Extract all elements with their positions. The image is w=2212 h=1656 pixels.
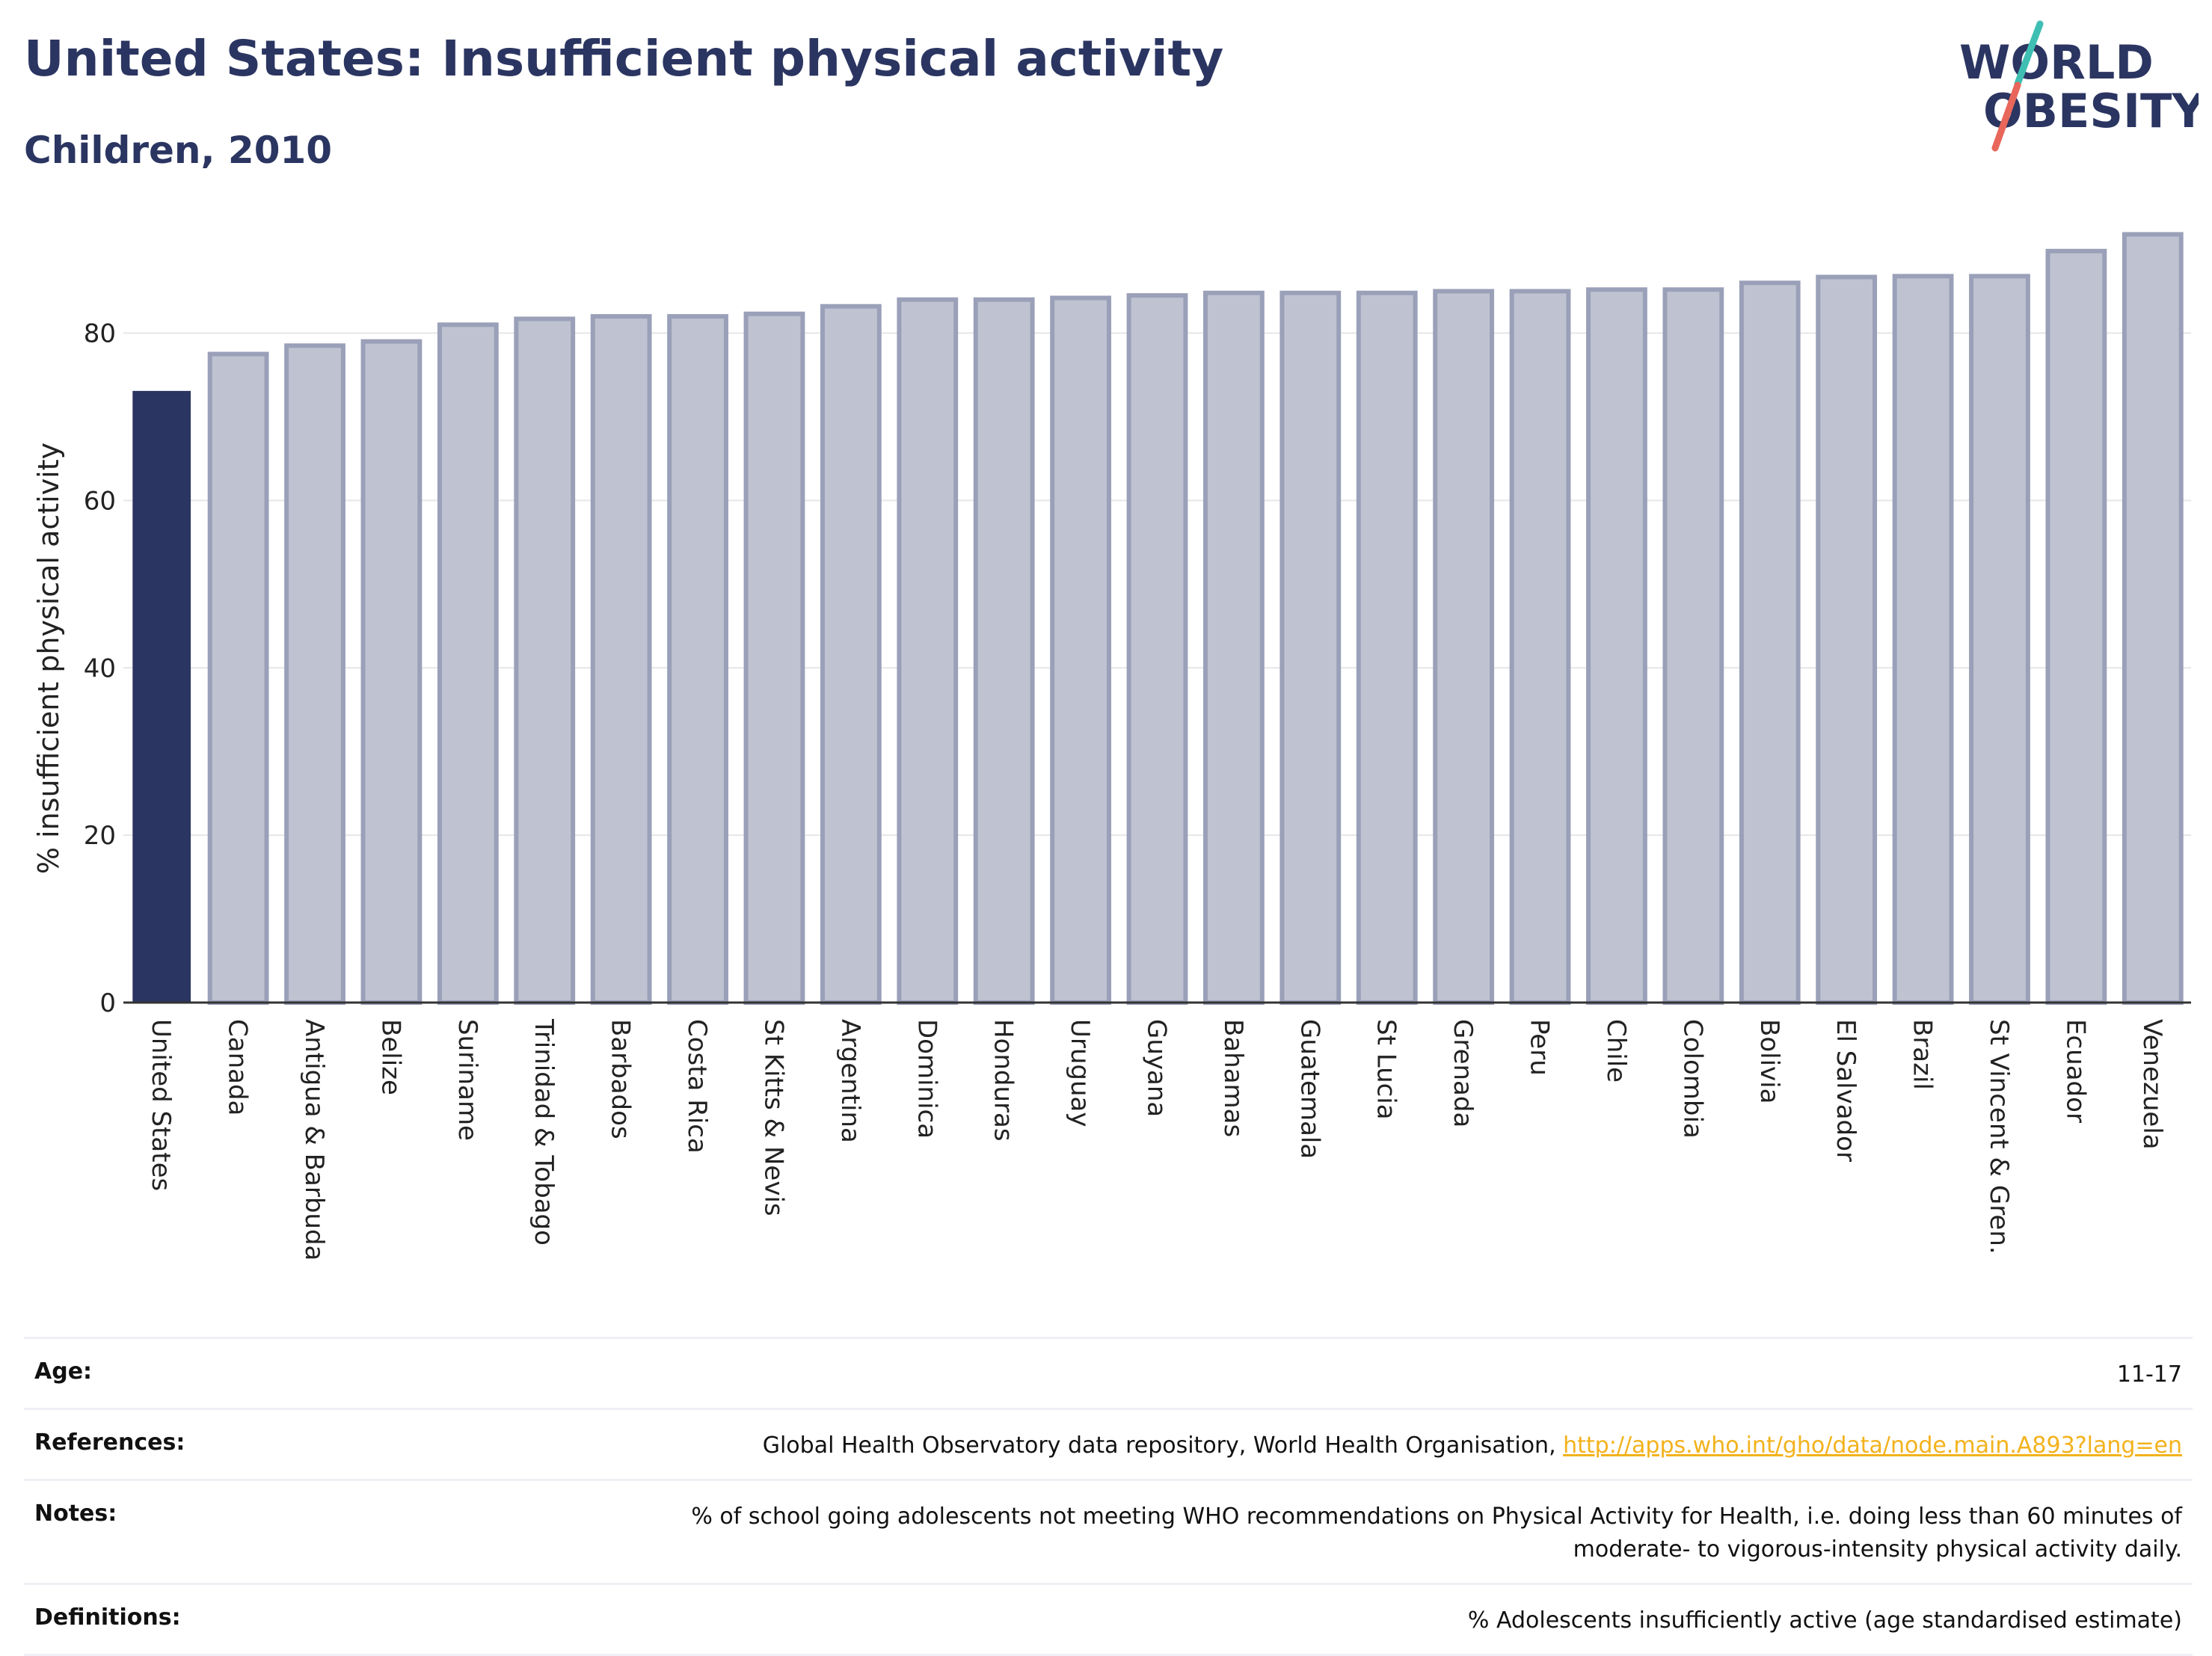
info-row-age: Age: 11-17	[24, 1337, 2193, 1408]
info-row-notes: Notes: % of school going adolescents not…	[24, 1479, 2193, 1583]
logo-slash-bottom	[1991, 81, 2021, 152]
info-value-notes: % of school going adolescents not meetin…	[691, 1500, 2182, 1566]
y-tick-label: 0	[99, 988, 116, 1018]
y-tick-label: 40	[84, 653, 116, 683]
info-row-definitions: Definitions: % Adolescents insufficientl…	[24, 1583, 2193, 1656]
info-label-notes: Notes:	[34, 1500, 117, 1527]
bar	[284, 343, 345, 1005]
x-tick-label: Peru	[1525, 1019, 1555, 1076]
x-tick-label: Canada	[223, 1019, 253, 1115]
x-tick-label: Grenada	[1448, 1019, 1478, 1127]
bar	[1279, 290, 1342, 1005]
bar	[437, 322, 499, 1005]
x-tick-label: Costa Rica	[682, 1019, 712, 1154]
bar	[590, 314, 652, 1005]
x-tick-label: Honduras	[989, 1019, 1019, 1142]
x-tick-label: Brazil	[1908, 1019, 1938, 1090]
bar	[897, 297, 959, 1005]
bar	[1892, 274, 1954, 1005]
info-value-references: Global Health Observatory data repositor…	[763, 1429, 2182, 1462]
x-tick-label: Suriname	[452, 1019, 482, 1141]
x-tick-label: Belize	[375, 1019, 405, 1095]
x-tick-label: Argentina	[835, 1019, 865, 1143]
logo-slash-top	[2014, 20, 2044, 87]
bar	[973, 297, 1035, 1005]
bar	[1433, 289, 1495, 1005]
x-tick-label: Ecuador	[2060, 1019, 2090, 1123]
notes-line-1: % of school going adolescents not meetin…	[691, 1503, 2182, 1530]
x-tick-label: Uruguay	[1065, 1019, 1095, 1127]
logo-line-2: OBESITY	[1983, 84, 2199, 138]
x-tick-label: Trinidad & Tobago	[529, 1018, 559, 1246]
info-label-definitions: Definitions:	[34, 1604, 181, 1631]
x-tick-label: El Salvador	[1831, 1019, 1861, 1162]
x-tick-label: St Kitts & Nevis	[758, 1019, 788, 1216]
bar	[1969, 274, 2030, 1005]
y-tick-label: 80	[84, 319, 116, 349]
logo-line-1: WORLD	[1959, 35, 2154, 90]
x-tick-label: Bolivia	[1754, 1019, 1784, 1104]
bar	[1050, 295, 1111, 1005]
x-tick-label: Dominica	[912, 1019, 941, 1139]
bar	[743, 311, 805, 1005]
x-tick-label: St Vincent & Gren.	[1984, 1019, 2014, 1255]
x-tick-label: Venezuela	[2137, 1019, 2167, 1150]
x-tick-label: Colombia	[1677, 1019, 1707, 1139]
bar	[667, 314, 728, 1005]
chart-title: United States: Insufficient physical act…	[24, 30, 1224, 87]
bar	[1739, 280, 1801, 1005]
bar	[132, 390, 191, 1003]
world-obesity-logo: WORLD OBESITY	[1959, 20, 2199, 152]
bar	[1586, 287, 1647, 1005]
info-label-age: Age:	[34, 1358, 93, 1385]
x-tick-label: Guatemala	[1294, 1019, 1324, 1159]
info-table: Age: 11-17 References: Global Health Obs…	[24, 1337, 2193, 1656]
bar	[1816, 274, 1878, 1005]
bar-chart: 0 20 40 60 80 % insufficient physical activit…	[32, 232, 2191, 1261]
references-link[interactable]: http://apps.who.int/gho/data/node.main.A…	[1563, 1432, 2182, 1459]
bar	[360, 339, 423, 1006]
bar	[1126, 293, 1188, 1006]
y-tick-label: 20	[84, 821, 116, 851]
x-tick-label: Bahamas	[1218, 1019, 1248, 1137]
info-value-age: 11-17	[2116, 1361, 2182, 1388]
bar	[1509, 289, 1571, 1005]
x-tick-label: Barbados	[606, 1019, 636, 1139]
references-text: Global Health Observatory data repositor…	[762, 1432, 1564, 1459]
bar	[1662, 287, 1724, 1005]
bar	[207, 351, 269, 1005]
info-value-definitions: % Adolescents insufficiently active (age…	[1467, 1607, 2182, 1634]
bar	[1203, 290, 1265, 1005]
bar	[2122, 232, 2184, 1005]
x-tick-label: St Lucia	[1371, 1019, 1401, 1120]
y-tick-label: 60	[84, 486, 116, 516]
chart-subtitle: Children, 2010	[24, 129, 333, 172]
bar	[514, 316, 576, 1005]
bar	[2045, 248, 2107, 1006]
x-tick-label: Chile	[1601, 1019, 1631, 1083]
x-tick-label: Guyana	[1142, 1019, 1172, 1117]
x-tick-label: United States	[146, 1019, 176, 1191]
y-axis-title: % insufficient physical activity	[32, 443, 65, 874]
notes-line-2: moderate- to vigorous-intensity physical…	[1573, 1536, 2182, 1563]
bar	[820, 304, 882, 1005]
info-row-references: References: Global Health Observatory da…	[24, 1408, 2193, 1479]
x-tick-label: Antigua & Barbuda	[299, 1019, 329, 1261]
info-label-references: References:	[34, 1429, 185, 1456]
bar	[1356, 290, 1418, 1005]
